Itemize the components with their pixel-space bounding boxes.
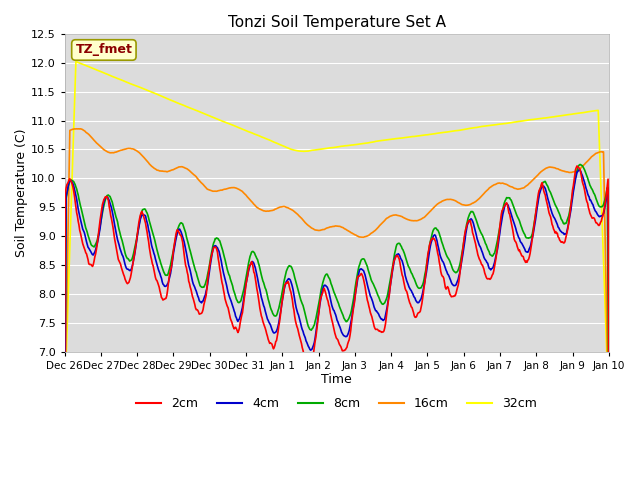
Title: Tonzi Soil Temperature Set A: Tonzi Soil Temperature Set A	[228, 15, 445, 30]
Legend: 2cm, 4cm, 8cm, 16cm, 32cm: 2cm, 4cm, 8cm, 16cm, 32cm	[131, 392, 542, 415]
Text: TZ_fmet: TZ_fmet	[76, 44, 132, 57]
X-axis label: Time: Time	[321, 373, 352, 386]
Y-axis label: Soil Temperature (C): Soil Temperature (C)	[15, 129, 28, 257]
